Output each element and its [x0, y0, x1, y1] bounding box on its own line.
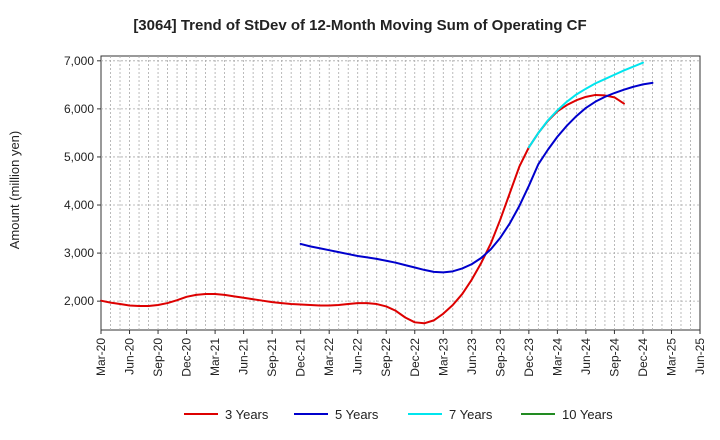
- x-tick-label: Jun-24: [579, 338, 593, 375]
- plot-area: [100, 55, 701, 331]
- series-line-5-years: [299, 81, 654, 274]
- x-tick-label: Jun-22: [351, 338, 365, 375]
- legend: 3 Years 5 Years 7 Years 10 Years: [184, 407, 613, 422]
- x-tick-label: Sep-21: [265, 338, 279, 377]
- x-tick-label: Sep-24: [607, 338, 621, 377]
- y-tick-label: 2,000: [64, 294, 94, 308]
- x-tick-label: Mar-20: [94, 338, 108, 376]
- y-tick-label: 7,000: [64, 54, 94, 68]
- legend-label: 7 Years: [449, 407, 493, 422]
- y-axis-label: Amount (million yen): [7, 131, 22, 250]
- y-axis: 2,000 3,000 4,000 5,000 6,000 7,000: [64, 54, 101, 308]
- legend-label: 3 Years: [225, 407, 269, 422]
- legend-label: 10 Years: [562, 407, 613, 422]
- x-tick-label: Jun-25: [693, 338, 707, 375]
- x-tick-label: Sep-22: [379, 338, 393, 377]
- y-tick-label: 6,000: [64, 102, 94, 116]
- x-tick-label: Dec-23: [522, 338, 536, 377]
- chart-title: [3064] Trend of StDev of 12-Month Moving…: [133, 17, 586, 34]
- x-tick-label: Dec-24: [636, 338, 650, 377]
- x-tick-label: Dec-22: [408, 338, 422, 377]
- x-tick-label: Mar-23: [436, 338, 450, 376]
- x-tick-label: Jun-21: [237, 338, 251, 375]
- x-tick-label: Mar-21: [208, 338, 222, 376]
- x-tick-label: Mar-24: [550, 338, 564, 376]
- y-tick-label: 4,000: [64, 198, 94, 212]
- y-tick-label: 3,000: [64, 246, 94, 260]
- series-line-7-years: [527, 61, 644, 149]
- plot-frame: [100, 55, 701, 331]
- x-tick-label: Mar-22: [322, 338, 336, 376]
- x-tick-label: Dec-20: [180, 338, 194, 377]
- series-layer: [100, 61, 654, 325]
- x-tick-label: Sep-20: [151, 338, 165, 377]
- x-tick-label: Mar-25: [664, 338, 678, 376]
- x-axis: Mar-20 Jun-20 Sep-20 Dec-20 Mar-21 Jun-21 Sep-…: [94, 330, 707, 377]
- x-tick-label: Sep-23: [493, 338, 507, 377]
- legend-label: 5 Years: [335, 407, 379, 422]
- x-tick-label: Dec-21: [294, 338, 308, 377]
- y-tick-label: 5,000: [64, 150, 94, 164]
- x-tick-label: Jun-20: [123, 338, 137, 375]
- x-tick-label: Jun-23: [465, 338, 479, 375]
